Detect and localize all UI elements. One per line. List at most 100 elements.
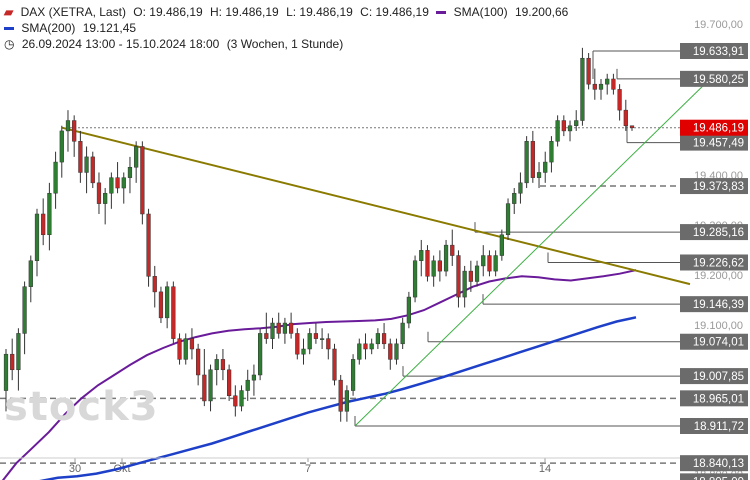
level-label: 18.965,01 xyxy=(693,393,744,405)
last-price-label: 19.486,19 xyxy=(693,123,744,135)
candle-body xyxy=(567,125,573,132)
candle-body xyxy=(524,141,529,184)
candle-body xyxy=(611,78,616,90)
candle-body xyxy=(171,286,176,339)
candle-body xyxy=(189,338,195,350)
candle-body xyxy=(78,141,83,173)
candle-body xyxy=(65,120,71,132)
candle-body xyxy=(443,244,449,272)
candle-body xyxy=(313,333,319,339)
candle-body xyxy=(586,57,591,85)
candle-body xyxy=(140,146,145,215)
level-label-bg xyxy=(680,333,748,350)
candle-body xyxy=(196,348,201,376)
candle-body xyxy=(468,270,473,282)
level-label: 19.226,62 xyxy=(693,257,744,269)
sma200-value: 19.121,45 xyxy=(82,21,137,35)
clock-icon: ◷ xyxy=(4,37,15,51)
candle-body xyxy=(555,120,560,142)
candle-body xyxy=(134,146,139,168)
level-label-bg xyxy=(680,43,748,59)
close-value: C: 19.486,19 xyxy=(360,5,429,19)
level-label-bg xyxy=(680,296,748,313)
level-label: 19.580,25 xyxy=(693,74,744,86)
level-label: 19.633,91 xyxy=(693,46,744,58)
candle-body xyxy=(96,182,102,204)
y-tick-label: 19.700,00 xyxy=(694,19,743,31)
candle-body xyxy=(227,369,232,396)
x-tick-label: 30 xyxy=(69,463,81,475)
date-range: 26.09.2024 13:00 - 15.10.2024 18:00 xyxy=(21,37,220,51)
level-label-bg xyxy=(680,455,748,472)
candle-body xyxy=(202,374,207,402)
candle-body xyxy=(437,260,442,272)
candle-body xyxy=(319,338,325,340)
candle-body xyxy=(3,353,9,391)
candle-body xyxy=(598,83,604,90)
sma200-label: SMA(200) xyxy=(21,21,76,35)
level-label-bg xyxy=(680,473,748,480)
candle-body xyxy=(53,161,58,194)
level-label: 19.007,85 xyxy=(693,371,744,383)
candle-body xyxy=(381,333,387,345)
candle-body xyxy=(103,192,108,204)
candle-body xyxy=(10,353,15,371)
level-label-bg xyxy=(680,418,748,434)
sma100-legend-swatch xyxy=(436,11,447,15)
candle-body xyxy=(474,265,480,282)
candle-body xyxy=(214,359,219,371)
candle-body xyxy=(121,177,126,189)
candle-body xyxy=(295,333,300,355)
candle-body xyxy=(16,333,21,371)
candle-body xyxy=(276,322,281,334)
candle-body xyxy=(22,286,27,334)
candle-body xyxy=(350,359,356,391)
downtrend-line xyxy=(61,126,691,286)
level-label: 18.840,13 xyxy=(693,458,744,470)
chart-type-icon[interactable]: ▰ xyxy=(4,5,14,19)
candle-body xyxy=(400,322,405,345)
candle-body xyxy=(580,57,585,121)
candle-body xyxy=(158,291,164,319)
level-label: 19.285,16 xyxy=(693,227,744,239)
level-label-bg xyxy=(680,178,748,195)
high-value: H: 19.486,19 xyxy=(210,5,279,19)
candle-body xyxy=(270,322,275,339)
candle-body xyxy=(127,167,133,178)
candle-body xyxy=(245,379,250,391)
candle-body xyxy=(152,276,157,293)
candle-body xyxy=(251,374,257,381)
candle-body xyxy=(617,89,622,111)
candle-body xyxy=(574,120,579,126)
level-label: 19.457,49 xyxy=(693,138,744,150)
candle-body xyxy=(499,234,504,256)
x-tick-label: 7 xyxy=(305,463,311,475)
y-tick-label: 19.100,00 xyxy=(694,320,743,332)
level-label-bg xyxy=(680,224,748,241)
candle-body xyxy=(561,120,566,132)
candle-body xyxy=(431,260,436,277)
uptrend-line xyxy=(354,78,711,427)
candle-body xyxy=(344,390,350,412)
candle-body xyxy=(363,343,368,350)
candle-body xyxy=(233,395,238,407)
level-label-bg xyxy=(680,390,748,407)
candle-body xyxy=(369,343,374,350)
candle-body xyxy=(456,255,461,298)
level-label: 19.146,39 xyxy=(693,299,744,311)
candle-body xyxy=(282,322,288,334)
candle-body xyxy=(72,120,77,142)
period-label: (3 Wochen, 1 Stunde) xyxy=(226,37,344,51)
candle-body xyxy=(288,322,294,334)
candle-body xyxy=(84,156,89,173)
candle-body xyxy=(629,125,635,129)
candle-body xyxy=(412,260,418,298)
candle-body xyxy=(493,255,498,272)
candle-body xyxy=(487,255,492,272)
level-label-bg xyxy=(680,368,748,385)
low-value: L: 19.486,19 xyxy=(286,5,353,19)
candle-body xyxy=(28,260,33,287)
level-label: 19.373,83 xyxy=(693,181,744,193)
x-tick-label: 14 xyxy=(539,463,551,475)
